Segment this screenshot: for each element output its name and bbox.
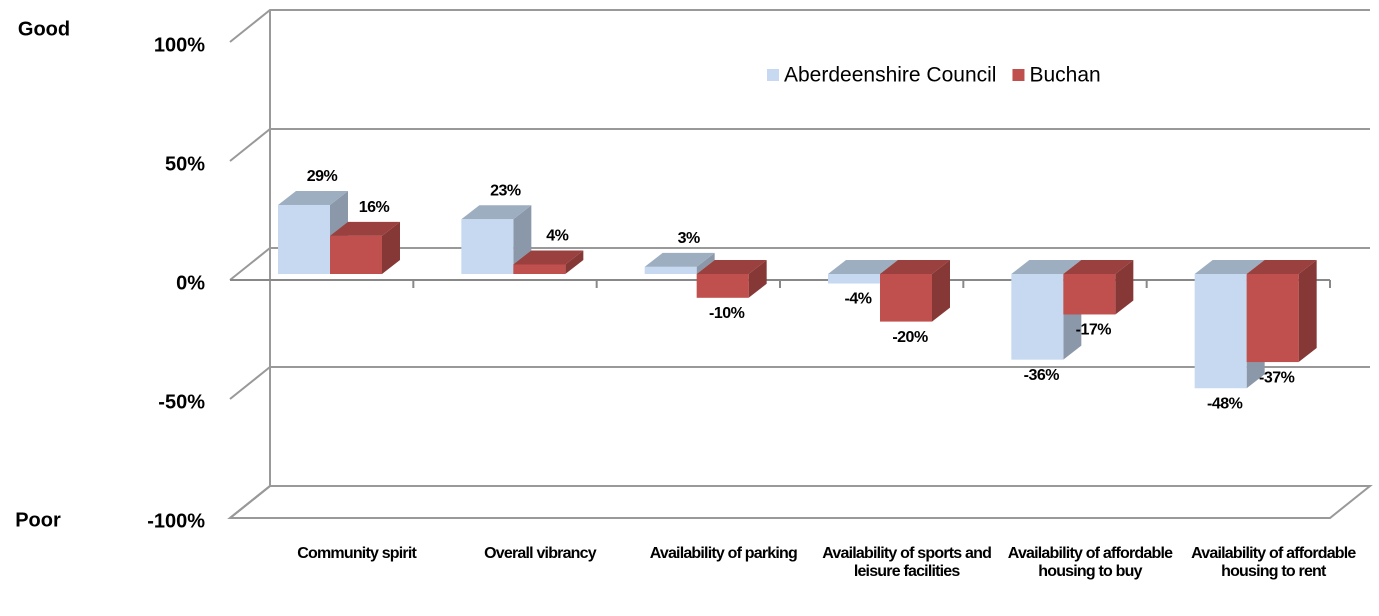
grid-line xyxy=(229,247,1370,281)
y-tick-label: -50% xyxy=(158,391,205,413)
bar-top xyxy=(1063,260,1134,274)
bar xyxy=(1194,274,1247,389)
bar-side xyxy=(565,250,584,274)
bar-top xyxy=(278,190,348,205)
bar xyxy=(1246,274,1299,363)
x-tick-label: Overall vibrancy xyxy=(484,545,597,562)
y-tick-label: 100% xyxy=(154,34,205,56)
bar-side xyxy=(382,221,400,274)
bar-top xyxy=(880,260,950,274)
value-label: -48% xyxy=(1207,395,1243,412)
value-label: -37% xyxy=(1259,369,1295,386)
bar-top xyxy=(513,250,584,265)
x-tick-label: Availability of sports and leisure facil… xyxy=(822,545,992,580)
bar-side xyxy=(1115,260,1134,315)
bar-top xyxy=(1246,260,1317,274)
x-tick-label: Availability of affordable housing to bu… xyxy=(1007,545,1173,580)
x-tick-label: Community spirit xyxy=(297,545,417,562)
bar xyxy=(696,274,749,298)
bar-top xyxy=(828,260,898,274)
bar-top xyxy=(644,252,715,267)
bar-top xyxy=(1194,260,1265,274)
value-label: 29% xyxy=(307,168,338,185)
bar xyxy=(828,274,880,284)
value-label: 16% xyxy=(359,199,390,216)
bar-side xyxy=(932,260,950,322)
legend-label: Aberdeenshire Council xyxy=(784,64,996,87)
grid-line xyxy=(229,485,1370,519)
value-label: -20% xyxy=(892,329,928,346)
bar-side xyxy=(696,252,715,274)
bar xyxy=(644,266,697,274)
bar xyxy=(278,204,330,274)
bar xyxy=(330,235,382,274)
legend-swatch xyxy=(767,69,779,81)
bar xyxy=(461,219,514,274)
value-label: 3% xyxy=(678,230,700,247)
good-label: Good xyxy=(18,18,70,40)
value-label: -36% xyxy=(1024,367,1060,384)
bar-top xyxy=(1011,260,1082,274)
bar-top xyxy=(461,205,532,220)
bar-side xyxy=(1298,260,1317,363)
bar xyxy=(880,274,932,322)
bar-top xyxy=(330,221,400,236)
poor-label: Poor xyxy=(15,509,61,531)
legend-swatch xyxy=(1012,69,1025,81)
value-label: 4% xyxy=(546,228,568,245)
y-tick-label: 0% xyxy=(176,272,205,294)
grid-line xyxy=(229,128,1370,162)
legend-label: Buchan xyxy=(1029,64,1100,87)
floor xyxy=(227,485,1373,519)
bar-top xyxy=(696,260,767,274)
y-tick-label: 50% xyxy=(165,153,205,175)
bar xyxy=(513,264,566,274)
value-label: -4% xyxy=(845,291,872,308)
x-tick-label: Availability of affordable housing to re… xyxy=(1191,545,1356,580)
value-label: 23% xyxy=(490,182,521,199)
value-label: -10% xyxy=(709,305,745,322)
y-tick-label: -100% xyxy=(147,510,205,532)
bar xyxy=(1011,274,1064,360)
x-tick-label: Availability of parking xyxy=(649,545,798,562)
grid-line xyxy=(229,9,1370,43)
bar xyxy=(1063,274,1116,315)
value-label: -17% xyxy=(1076,322,1112,339)
bar-side xyxy=(748,260,767,298)
grid-line xyxy=(229,366,1370,400)
